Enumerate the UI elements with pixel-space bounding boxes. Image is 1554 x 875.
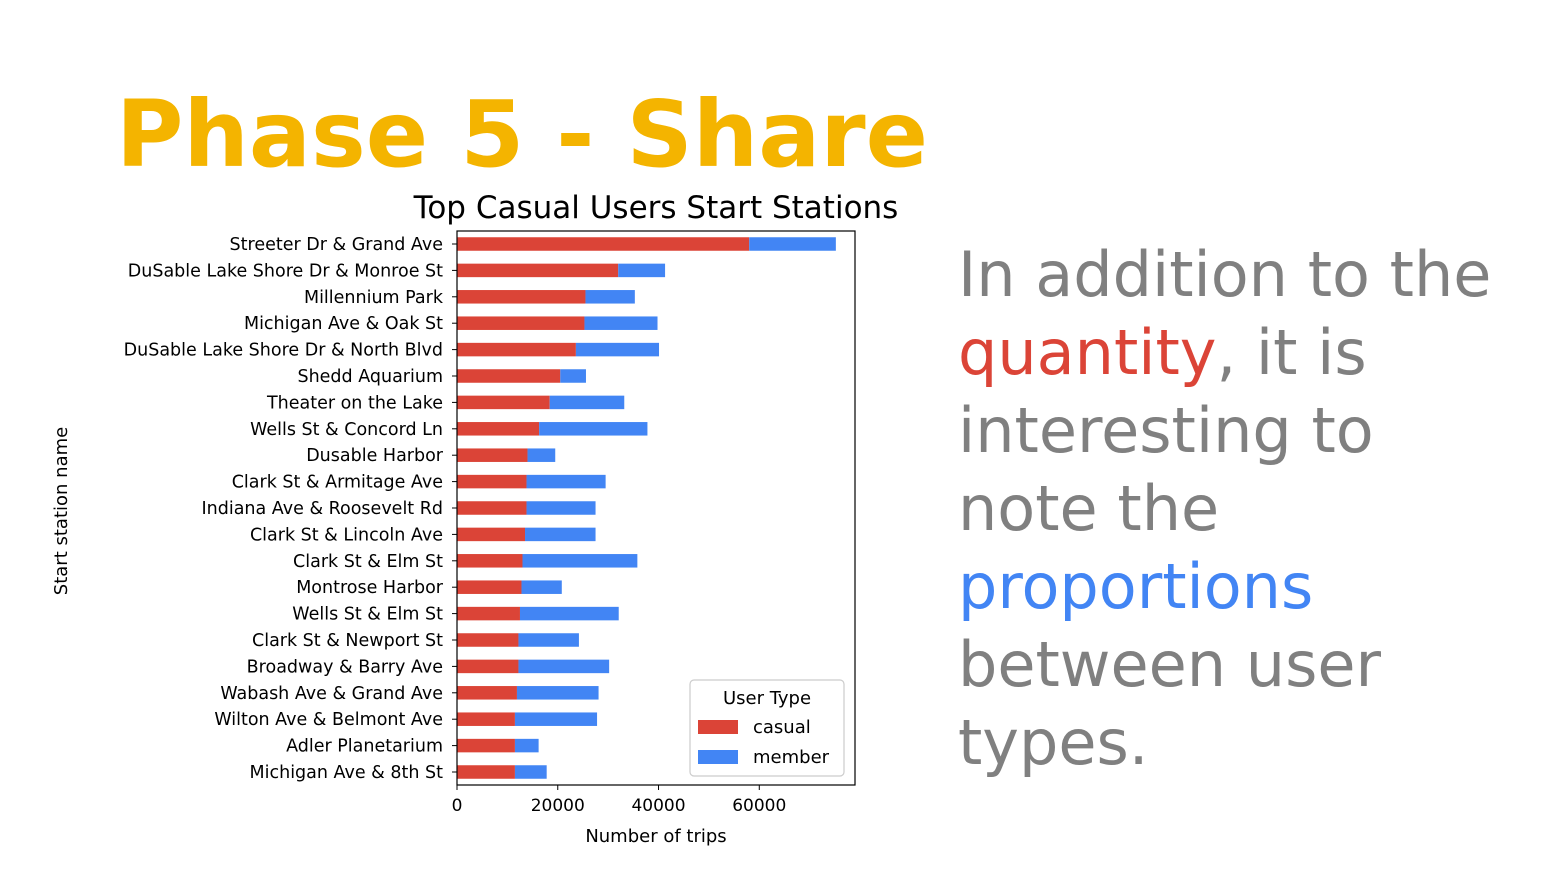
side-text-part1: In addition to the xyxy=(958,238,1492,311)
bar-casual-2 xyxy=(457,290,586,304)
highlight-quantity: quantity xyxy=(958,316,1217,389)
bar-member-17 xyxy=(516,686,599,700)
bar-casual-16 xyxy=(457,659,519,674)
bar-member-16 xyxy=(518,659,610,674)
bar-member-4 xyxy=(575,342,660,357)
y-tick-label: Wells St & Elm St xyxy=(292,605,443,625)
bar-casual-17 xyxy=(457,686,517,700)
legend-title: User Type xyxy=(723,688,811,709)
bar-member-7 xyxy=(539,422,648,436)
highlight-proportions: proportions xyxy=(958,550,1314,623)
bar-casual-1 xyxy=(457,263,619,278)
x-tick-label: 20000 xyxy=(531,796,585,816)
x-tick-label: 60000 xyxy=(732,796,786,816)
bar-member-0 xyxy=(749,237,836,251)
bar-casual-5 xyxy=(457,369,561,383)
bar-member-20 xyxy=(514,765,547,779)
stacked-bar-chart: Top Casual Users Start Stations Streeter … xyxy=(51,190,899,847)
bar-casual-15 xyxy=(457,633,519,647)
bar-member-8 xyxy=(527,448,556,462)
bar-casual-7 xyxy=(457,422,540,436)
bar-casual-0 xyxy=(457,237,750,251)
bar-casual-12 xyxy=(457,554,523,568)
chart-title: Top Casual Users Start Stations xyxy=(413,190,899,226)
y-tick-label: Wabash Ave & Grand Ave xyxy=(220,684,443,704)
y-tick-label: Michigan Ave & 8th St xyxy=(250,763,444,783)
bar-member-11 xyxy=(525,527,596,542)
bar-member-2 xyxy=(585,290,635,304)
bar-casual-9 xyxy=(457,474,527,489)
bar-casual-20 xyxy=(457,765,515,779)
y-tick-label: Clark St & Elm St xyxy=(293,552,443,572)
bar-casual-10 xyxy=(457,501,527,515)
bar-member-13 xyxy=(521,580,562,594)
bar-member-15 xyxy=(518,633,579,647)
y-tick-label: DuSable Lake Shore Dr & North Blvd xyxy=(124,341,443,361)
y-tick-label: Indiana Ave & Roosevelt Rd xyxy=(201,499,443,519)
bar-casual-19 xyxy=(457,738,515,753)
legend-swatch-casual xyxy=(698,720,738,734)
y-tick-label: Clark St & Newport St xyxy=(252,631,443,651)
y-tick-label: Shedd Aquarium xyxy=(297,367,443,387)
plot-frame xyxy=(456,230,856,786)
x-tick-label: 0 xyxy=(452,796,463,816)
x-tick-label: 40000 xyxy=(631,796,685,816)
y-tick-label: Clark St & Armitage Ave xyxy=(232,473,443,493)
bar-member-3 xyxy=(584,316,658,330)
bar-member-9 xyxy=(526,474,606,489)
bar-casual-18 xyxy=(457,712,515,726)
bar-casual-4 xyxy=(457,342,576,357)
bar-member-5 xyxy=(560,369,586,383)
bar-member-18 xyxy=(514,712,598,726)
side-text-part3: between user types. xyxy=(958,628,1382,779)
y-tick-label: Montrose Harbor xyxy=(296,578,444,598)
y-axis-label: Start station name xyxy=(51,427,72,595)
bar-casual-11 xyxy=(457,527,526,542)
y-tick-label: Millennium Park xyxy=(304,288,444,308)
y-tick-label: Clark St & Lincoln Ave xyxy=(250,525,443,545)
bar-member-19 xyxy=(514,738,539,753)
bar-member-1 xyxy=(618,263,666,278)
bar-casual-8 xyxy=(457,448,528,462)
bar-member-6 xyxy=(549,395,625,410)
y-tick-label: Wilton Ave & Belmont Ave xyxy=(214,710,443,730)
slide-title: Phase 5 - Share xyxy=(116,81,929,188)
y-tick-label: DuSable Lake Shore Dr & Monroe St xyxy=(128,261,443,281)
bar-member-14 xyxy=(519,606,619,621)
y-tick-label: Dusable Harbor xyxy=(306,446,444,466)
y-tick-label: Streeter Dr & Grand Ave xyxy=(230,235,443,255)
legend-swatch-member xyxy=(698,750,738,764)
x-axis-label: Number of trips xyxy=(585,826,726,847)
bar-member-10 xyxy=(526,501,596,515)
bar-casual-14 xyxy=(457,606,520,621)
side-text-part2: , it is interesting to note the xyxy=(958,316,1374,545)
legend-label-casual: casual xyxy=(753,717,811,738)
side-text: In addition to the quantity, it is inter… xyxy=(958,236,1518,782)
bar-member-12 xyxy=(522,554,638,568)
bar-casual-6 xyxy=(457,395,550,410)
y-tick-label: Michigan Ave & Oak St xyxy=(244,314,443,334)
y-tick-label: Wells St & Concord Ln xyxy=(250,420,443,440)
bar-casual-3 xyxy=(457,316,585,330)
y-tick-label: Theater on the Lake xyxy=(266,393,443,413)
bar-casual-13 xyxy=(457,580,522,594)
y-tick-label: Adler Planetarium xyxy=(286,737,443,757)
legend-label-member: member xyxy=(753,747,830,768)
y-tick-label: Broadway & Barry Ave xyxy=(247,657,443,677)
